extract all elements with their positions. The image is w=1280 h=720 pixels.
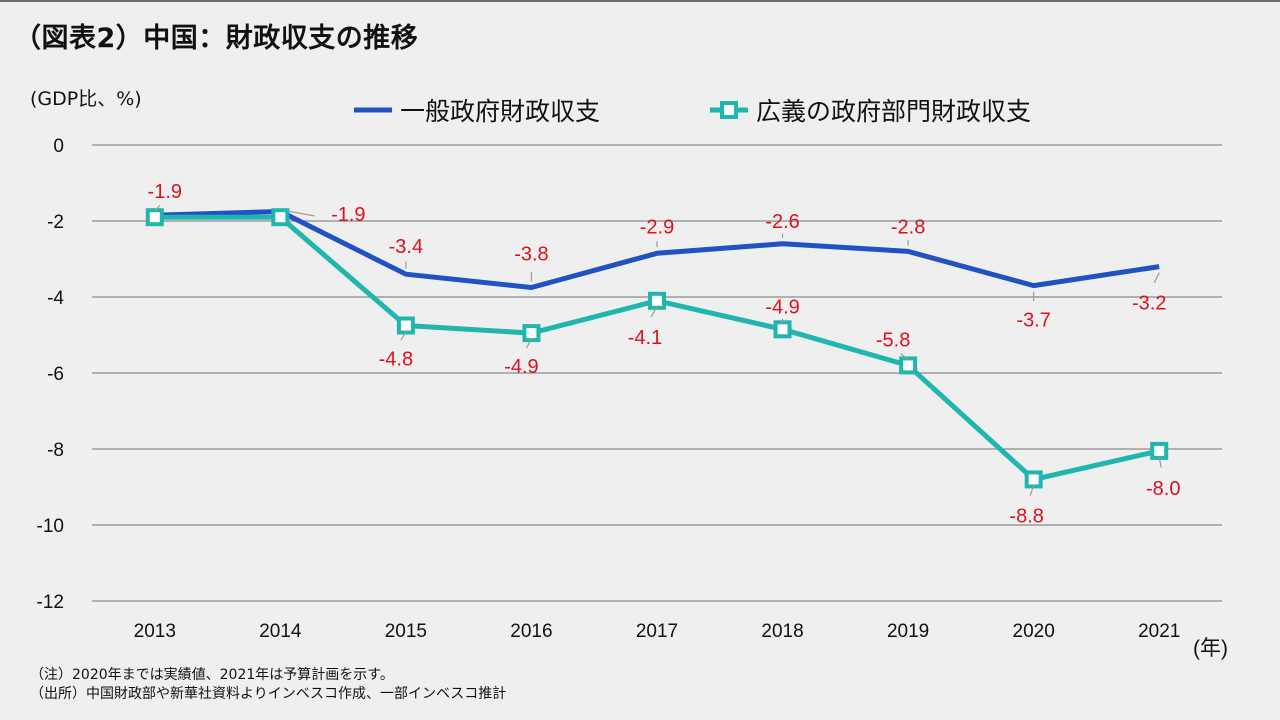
data-label-leader <box>525 338 532 349</box>
data-label: -3.4 <box>389 236 423 258</box>
x-tick-label: 2020 <box>1013 621 1055 642</box>
x-tick-label: 2021 <box>1138 621 1180 642</box>
footnote-source: （出所）中国財政部や新華社資料よりインベスコ作成、一部インベスコ推計 <box>30 686 507 702</box>
data-point-marker <box>271 208 290 227</box>
x-tick-label: 2014 <box>259 621 302 642</box>
data-label: -2.6 <box>765 211 799 233</box>
data-point-marker <box>1150 441 1169 460</box>
data-label: -3.8 <box>514 244 548 266</box>
data-label-leader <box>154 205 161 212</box>
data-label: -8.8 <box>1009 505 1043 527</box>
data-label-leader <box>650 306 658 318</box>
data-point-marker <box>145 208 164 227</box>
data-label: -5.8 <box>876 329 910 351</box>
data-label: -1.9 <box>148 181 182 203</box>
x-tick-label: 2019 <box>887 621 929 642</box>
y-tick-label: -12 <box>37 592 64 613</box>
data-label: -4.8 <box>379 349 413 371</box>
series-line-general <box>154 209 1160 290</box>
y-tick-label: -8 <box>47 440 64 461</box>
x-tick-label: 2015 <box>385 621 427 642</box>
y-tick-label: 0 <box>53 136 64 157</box>
legend-item-broad: 広義の政府部門財政収支 <box>708 92 1031 128</box>
data-label-leader <box>1158 456 1162 468</box>
data-label: -2.9 <box>640 216 674 238</box>
data-point-marker <box>773 320 792 339</box>
footnote-note: （注）2020年までは実績値、2021年は予算計画を示す。 <box>30 667 394 683</box>
data-label-leader <box>1153 272 1160 284</box>
data-label: -8.0 <box>1146 478 1180 500</box>
data-label-leader <box>288 210 315 217</box>
data-label: -4.9 <box>504 356 538 378</box>
data-point-marker <box>522 324 541 343</box>
data-point-marker <box>396 316 415 335</box>
data-point-marker <box>899 356 918 375</box>
x-tick-label: 2017 <box>636 621 678 642</box>
y-tick-label: -4 <box>47 288 64 309</box>
data-label-leader <box>900 353 909 360</box>
legend-marker-broad <box>720 101 738 119</box>
data-label: -4.9 <box>765 296 799 318</box>
x-tick-label: 2013 <box>134 621 176 642</box>
legend-label-general: 一般政府財政収支 <box>400 97 601 126</box>
y-tick-label: -10 <box>37 516 64 537</box>
legend-line-general-icon <box>354 107 392 113</box>
data-label: -1.9 <box>331 204 365 226</box>
footnotes: （注）2020年までは実績値、2021年は予算計画を示す。 （出所）中国財政部や… <box>30 666 506 704</box>
legend-line-square-marker-icon <box>710 101 748 119</box>
data-label: -3.2 <box>1132 293 1166 315</box>
x-tick-label: 2016 <box>510 621 552 642</box>
y-axis-unit-label: (GDP比、%) <box>30 88 142 110</box>
x-axis-year-label: (年) <box>1193 637 1228 660</box>
data-point-marker <box>648 291 666 310</box>
x-tick-label: 2018 <box>761 621 803 642</box>
data-label-leader <box>400 331 407 341</box>
data-point-marker <box>1024 470 1043 489</box>
legend-label-broad: 広義の政府部門財政収支 <box>756 97 1032 126</box>
y-tick-label: -2 <box>47 212 64 233</box>
data-label: -2.8 <box>891 216 925 238</box>
chart-title: （図表2）中国：財政収支の推移 <box>14 23 419 54</box>
data-label: -3.7 <box>1016 310 1050 332</box>
y-tick-label: -6 <box>47 364 64 385</box>
data-label-leader <box>1029 485 1035 496</box>
top-border <box>0 0 1280 2</box>
legend-item-general: 一般政府財政収支 <box>352 92 600 128</box>
data-label: -4.1 <box>628 327 662 349</box>
